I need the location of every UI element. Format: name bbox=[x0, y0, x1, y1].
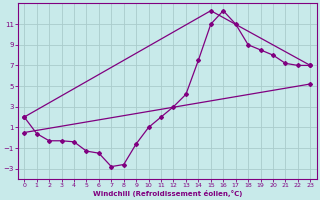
X-axis label: Windchill (Refroidissement éolien,°C): Windchill (Refroidissement éolien,°C) bbox=[92, 190, 242, 197]
